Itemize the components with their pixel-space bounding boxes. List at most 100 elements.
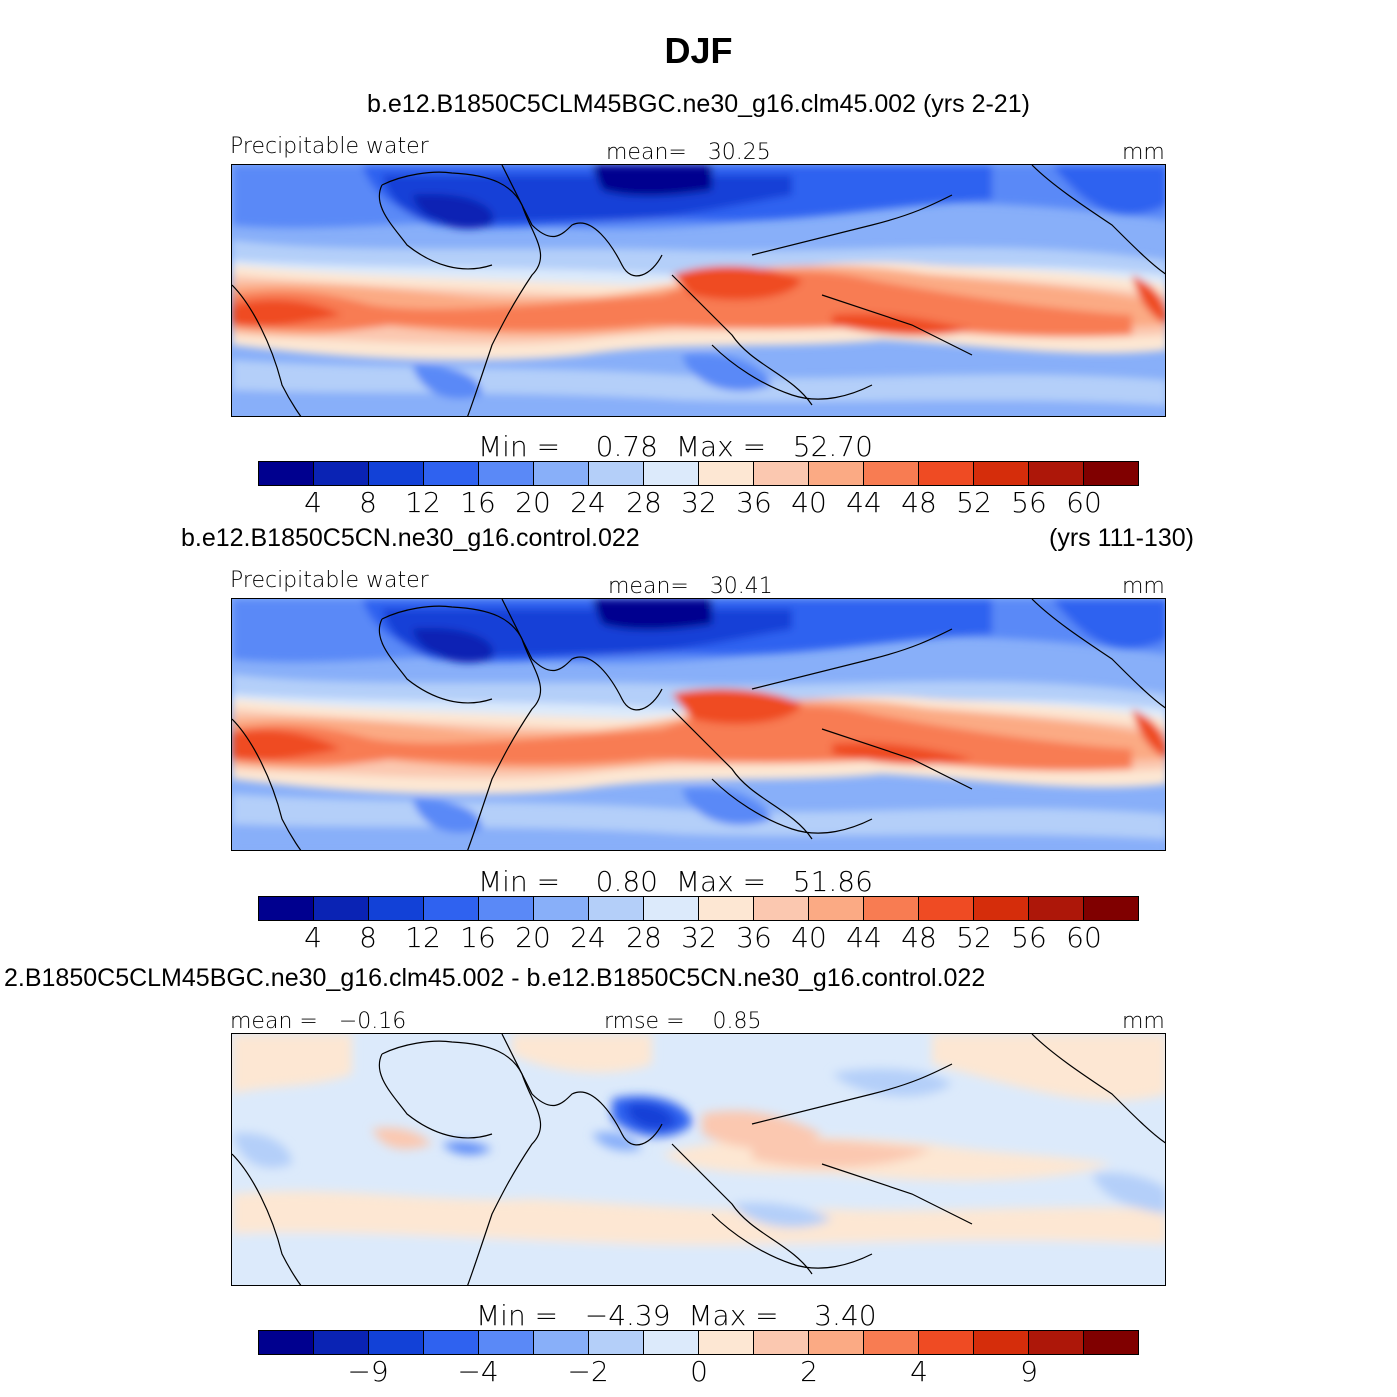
cbar2-tick: 20: [515, 921, 551, 954]
panel2-max-label: Max =: [675, 865, 767, 898]
cbar1-tick: 8: [359, 486, 377, 519]
panel3-case-title: 2.B1850C5CLM45BGC.ne30_g16.clm45.002 - b…: [4, 964, 986, 992]
cbar3-swatch: [643, 1331, 698, 1354]
cbar1-tick: 56: [1011, 486, 1047, 519]
cbar1-swatch: [753, 462, 808, 485]
cbar1-swatch: [863, 462, 918, 485]
panel3-units: mm: [1122, 1009, 1165, 1034]
panel2-mean-value: 30.41: [709, 574, 773, 599]
cbar3-swatch: [698, 1331, 753, 1354]
cbar2-swatch: [533, 897, 588, 920]
cbar2-swatch: [753, 897, 808, 920]
cbar1-tick: 12: [405, 486, 441, 519]
panel1-variable-label: Precipitable water: [230, 134, 429, 159]
cbar1-swatch: [478, 462, 533, 485]
cbar1-swatch: [698, 462, 753, 485]
cbar2-swatch: [368, 897, 423, 920]
panel2-case-title: b.e12.B1850C5CN.ne30_g16.control.022: [181, 524, 640, 552]
panel1-mean-label: mean= 30.25: [606, 140, 771, 165]
panel2-map: [231, 598, 1166, 851]
cbar1-tick: 52: [956, 486, 992, 519]
panel1-min-label: Min = 0.78 Max = 52.70: [478, 430, 873, 463]
cbar1-swatch: [918, 462, 973, 485]
cbar3-tick: 4: [910, 1355, 928, 1388]
cbar3-swatch: [259, 1331, 313, 1354]
cbar3-swatch: [863, 1331, 918, 1354]
cbar3-swatch: [423, 1331, 478, 1354]
cbar1-tick: 48: [901, 486, 937, 519]
cbar2-tick: 40: [791, 921, 827, 954]
cbar1-tick: 36: [736, 486, 772, 519]
cbar2-tick: 60: [1066, 921, 1102, 954]
panel3-mean-value: −0.16: [338, 1009, 407, 1034]
panel1-colorbar: [258, 461, 1139, 486]
panel2-max-value: 51.86: [792, 865, 873, 898]
panel3-max-value: 3.40: [814, 1299, 877, 1332]
cbar1-swatch: [533, 462, 588, 485]
cbar2-swatch: [478, 897, 533, 920]
cbar3-swatch: [368, 1331, 423, 1354]
panel3-colorbar: [258, 1330, 1139, 1355]
cbar1-swatch: [643, 462, 698, 485]
cbar1-tick: 44: [846, 486, 882, 519]
cbar3-swatch: [1028, 1331, 1083, 1354]
cbar3-swatch: [973, 1331, 1028, 1354]
cbar3-swatch: [1083, 1331, 1138, 1354]
panel1-min-value: 0.78: [595, 430, 658, 463]
cbar3-tick: 0: [690, 1355, 708, 1388]
cbar2-swatch: [808, 897, 863, 920]
panel1-max-value: 52.70: [792, 430, 873, 463]
cbar1-swatch: [259, 462, 313, 485]
panel3-map-svg: [232, 1034, 1165, 1285]
panel1-map: [231, 164, 1166, 417]
panel3-max-label: Max =: [688, 1299, 779, 1332]
cbar3-swatch: [753, 1331, 808, 1354]
panel1-coastlines: [232, 165, 1165, 416]
cbar1-tick: 60: [1066, 486, 1102, 519]
panel2-variable-label: Precipitable water: [230, 568, 429, 593]
figure-title: DJF: [664, 30, 733, 71]
cbar2-swatch: [423, 897, 478, 920]
cbar2-swatch: [918, 897, 973, 920]
cbar3-tick: −2: [567, 1355, 609, 1388]
cbar2-swatch: [588, 897, 643, 920]
cbar2-tick: 28: [626, 921, 662, 954]
cbar3-swatch: [808, 1331, 863, 1354]
panel1-mean-value: 30.25: [707, 140, 771, 165]
cbar3-swatch: [533, 1331, 588, 1354]
panel2-colorbar: [258, 896, 1139, 921]
cbar2-tick: 32: [681, 921, 717, 954]
panel3-min-value: −4.39: [584, 1299, 671, 1332]
panel1-units: mm: [1122, 140, 1165, 165]
panel1-case-title: b.e12.B1850C5CLM45BGC.ne30_g16.clm45.002…: [367, 90, 1030, 118]
cbar3-swatch: [313, 1331, 368, 1354]
cbar1-swatch: [808, 462, 863, 485]
panel2-map-svg: [232, 599, 1165, 850]
cbar1-tick: 4: [304, 486, 322, 519]
cbar3-swatch: [588, 1331, 643, 1354]
panel1-colorbar-ticks: 4 8 12 16 20 24 28 32 36 40 44 48 52 56 …: [258, 486, 1139, 520]
panel2-min-label: Min = 0.80 Max = 51.86: [478, 865, 873, 898]
cbar1-swatch: [1028, 462, 1083, 485]
cbar3-swatch: [918, 1331, 973, 1354]
cbar1-tick: 40: [791, 486, 827, 519]
cbar1-tick: 16: [460, 486, 496, 519]
cbar3-tick: −9: [347, 1355, 389, 1388]
panel3-min-label: Min = −4.39 Max = 3.40: [476, 1299, 877, 1332]
cbar2-swatch: [973, 897, 1028, 920]
panel2-mean-label: mean= 30.41: [608, 574, 773, 599]
panel2-units: mm: [1122, 574, 1165, 599]
cbar1-swatch: [313, 462, 368, 485]
panel3-rmse-label: rmse = 0.85: [604, 1009, 762, 1034]
cbar2-tick: 56: [1011, 921, 1047, 954]
cbar1-swatch: [423, 462, 478, 485]
cbar2-tick: 36: [736, 921, 772, 954]
cbar2-swatch: [698, 897, 753, 920]
cbar1-swatch: [1083, 462, 1138, 485]
cbar3-tick: 2: [800, 1355, 818, 1388]
cbar2-swatch: [1028, 897, 1083, 920]
cbar2-tick: 24: [570, 921, 606, 954]
cbar1-tick: 24: [570, 486, 606, 519]
panel1-max-label: Max =: [675, 430, 767, 463]
cbar1-tick: 28: [626, 486, 662, 519]
